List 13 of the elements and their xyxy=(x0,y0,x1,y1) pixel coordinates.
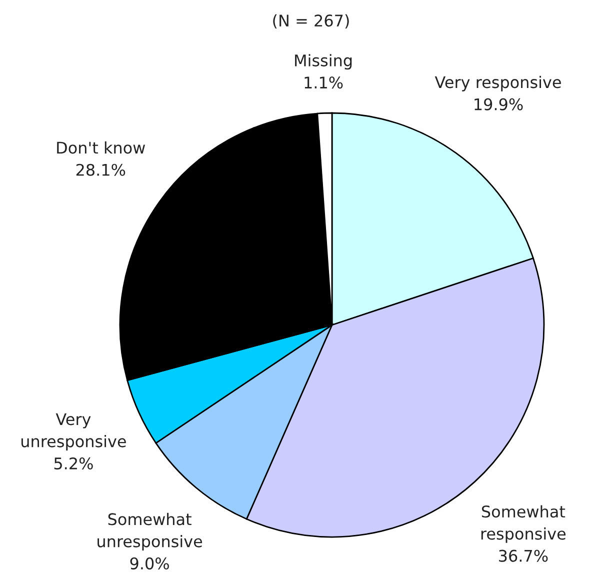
data-label: 9.0% xyxy=(130,557,169,570)
chart-subtitle: (N = 267) xyxy=(273,14,349,29)
data-label: 19.9% xyxy=(474,98,523,110)
slice-label: Very responsive xyxy=(434,76,561,92)
data-label: 1.1% xyxy=(304,76,343,89)
slice-label: Somewhat responsive xyxy=(481,505,566,543)
slice-label: Very unresponsive xyxy=(21,413,126,450)
data-label: 5.2% xyxy=(54,457,93,470)
data-label: 28.1% xyxy=(76,164,126,176)
slice-label: Somewhat unresponsive xyxy=(98,512,202,550)
data-label: 36.7% xyxy=(499,550,548,562)
slice-label: Don't know xyxy=(57,141,146,154)
slice-label: Missing xyxy=(295,54,352,70)
